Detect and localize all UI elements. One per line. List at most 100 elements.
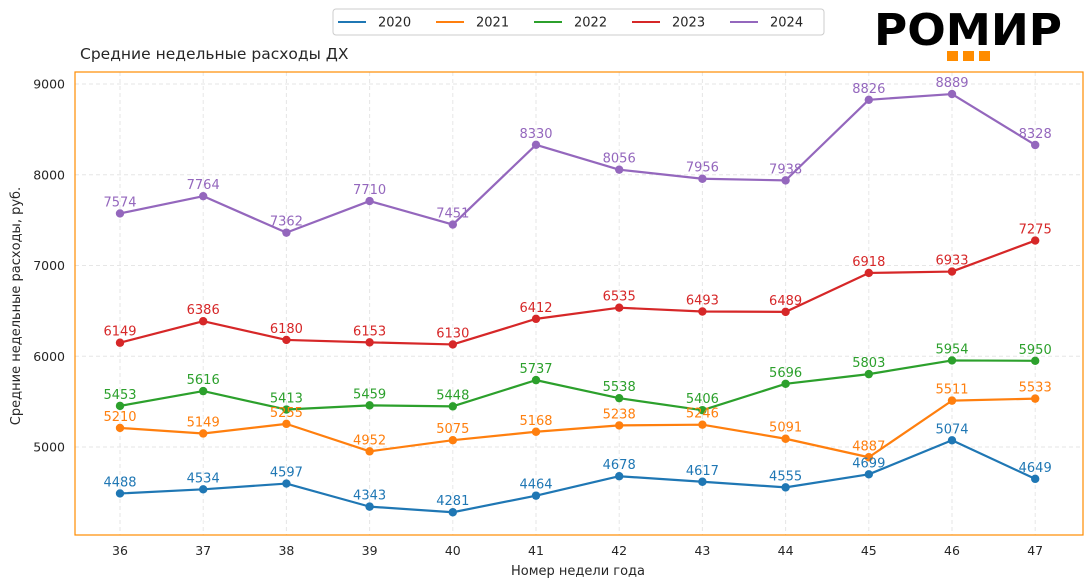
logo-square xyxy=(963,51,974,61)
y-axis-label: Средние недельные расходы, руб. xyxy=(9,187,24,425)
x-tick-label: 43 xyxy=(694,543,710,558)
chart-title: Средние недельные расходы ДХ xyxy=(80,45,349,63)
x-tick-label: 46 xyxy=(944,543,960,558)
data-point-2022 xyxy=(115,401,125,411)
data-point-2020 xyxy=(365,502,374,511)
data-label-2024: 7574 xyxy=(103,195,136,210)
data-label-2023: 7275 xyxy=(1019,223,1052,238)
data-label-2022: 5413 xyxy=(270,392,303,407)
data-point-2023 xyxy=(864,268,873,278)
data-label-2021: 5168 xyxy=(519,414,552,429)
legend-label-2020: 2020 xyxy=(378,16,411,31)
data-label-2022: 5696 xyxy=(769,366,802,381)
data-point-2022 xyxy=(531,375,541,385)
data-label-2023: 6489 xyxy=(769,294,802,309)
data-point-2024 xyxy=(947,89,957,99)
data-label-2023: 6130 xyxy=(436,326,469,341)
data-point-2024 xyxy=(531,140,541,150)
data-point-2023 xyxy=(781,307,790,317)
data-label-2021: 5246 xyxy=(686,407,719,422)
data-point-2022 xyxy=(1031,356,1040,365)
data-point-2023 xyxy=(365,338,374,347)
data-label-2021: 5210 xyxy=(103,410,136,425)
data-point-2021 xyxy=(947,396,957,405)
data-point-2020 xyxy=(781,483,790,492)
data-label-2021: 5075 xyxy=(436,422,469,437)
x-tick-label: 44 xyxy=(778,543,794,558)
x-tick-label: 36 xyxy=(112,543,128,558)
data-label-2021: 5533 xyxy=(1019,381,1052,396)
data-label-2021: 4887 xyxy=(852,439,885,454)
data-label-2024: 8889 xyxy=(935,76,968,91)
data-label-2024: 7938 xyxy=(769,162,802,177)
data-point-2021 xyxy=(115,423,125,433)
data-label-2024: 8826 xyxy=(852,82,885,97)
data-point-2020 xyxy=(864,470,873,479)
x-tick-label: 39 xyxy=(362,543,378,558)
data-label-2024: 7710 xyxy=(353,183,386,198)
y-tick-label: 6000 xyxy=(33,349,65,364)
logo-square xyxy=(947,51,958,61)
logo-square xyxy=(979,51,990,61)
data-point-2020 xyxy=(947,436,957,445)
data-label-2020: 4617 xyxy=(686,464,719,479)
series-line-2021 xyxy=(119,397,1036,459)
data-label-2021: 5091 xyxy=(769,421,802,436)
data-label-2021: 4952 xyxy=(353,433,386,448)
data-label-2022: 5950 xyxy=(1019,343,1052,358)
x-tick-label: 41 xyxy=(528,543,544,558)
data-point-2022 xyxy=(282,405,291,414)
data-label-2022: 5954 xyxy=(935,342,968,357)
data-point-2023 xyxy=(199,317,208,326)
legend: 2020 2021 2022 2023 2024 xyxy=(332,8,825,36)
data-point-2023 xyxy=(698,307,707,316)
x-tick-label: 47 xyxy=(1027,543,1043,558)
data-point-2024 xyxy=(365,196,374,206)
data-label-2020: 4464 xyxy=(519,478,552,493)
data-label-2024: 8330 xyxy=(519,127,552,142)
data-label-2022: 5616 xyxy=(187,373,220,388)
legend-label-2022: 2022 xyxy=(574,16,607,31)
data-point-2022 xyxy=(615,393,624,403)
data-label-2024: 7362 xyxy=(270,215,303,230)
data-point-2023 xyxy=(282,335,291,345)
data-point-2021 xyxy=(531,427,541,436)
data-label-2023: 6933 xyxy=(935,254,968,269)
series-line-2022 xyxy=(119,359,1036,412)
y-axis-ticks: 5000 6000 7000 8000 9000 xyxy=(33,77,65,455)
legend-label-2023: 2023 xyxy=(672,16,705,31)
data-label-2022: 5453 xyxy=(103,388,136,403)
data-point-2024 xyxy=(1031,140,1040,150)
y-tick-label: 9000 xyxy=(33,77,65,92)
data-point-2023 xyxy=(115,338,125,347)
series-group xyxy=(115,89,1040,517)
data-point-2020 xyxy=(615,472,624,481)
data-label-2021: 5238 xyxy=(603,407,636,422)
data-label-2023: 6153 xyxy=(353,324,386,339)
data-point-2023 xyxy=(615,303,624,312)
series-line-2020 xyxy=(119,439,1036,514)
x-tick-label: 45 xyxy=(861,543,877,558)
data-point-2021 xyxy=(1031,394,1040,403)
data-label-2020: 4534 xyxy=(187,471,220,486)
x-tick-label: 42 xyxy=(611,543,627,558)
data-point-2020 xyxy=(199,485,208,494)
romir-logo: РОМИР xyxy=(874,5,1062,61)
data-point-2022 xyxy=(199,386,208,396)
y-tick-label: 8000 xyxy=(33,167,65,182)
data-point-2022 xyxy=(365,401,374,410)
data-point-2022 xyxy=(698,405,707,415)
x-tick-label: 40 xyxy=(445,543,461,558)
data-label-2024: 7764 xyxy=(187,178,220,193)
data-point-2022 xyxy=(864,369,873,379)
data-point-2020 xyxy=(448,508,457,517)
data-label-2023: 6535 xyxy=(603,290,636,305)
data-point-2024 xyxy=(448,220,457,229)
data-label-2021: 5511 xyxy=(935,383,968,398)
data-point-2021 xyxy=(448,435,457,445)
data-label-2020: 4678 xyxy=(603,458,636,473)
data-point-2023 xyxy=(531,314,541,324)
data-point-2024 xyxy=(115,209,125,218)
legend-label-2024: 2024 xyxy=(770,16,803,31)
